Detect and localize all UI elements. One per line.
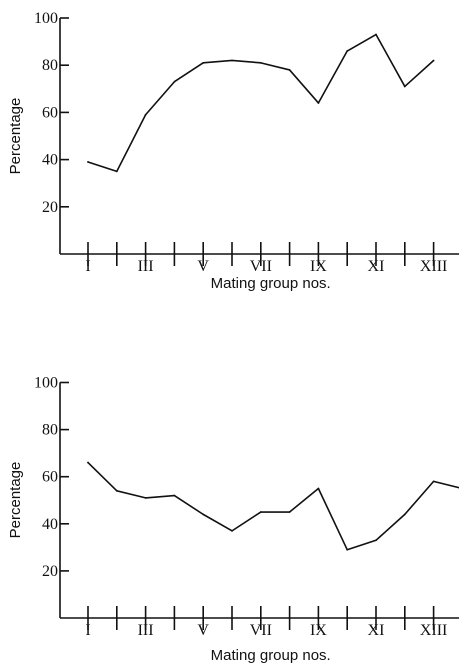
x-axis-label: Mating group nos. xyxy=(211,647,331,664)
series-line xyxy=(87,461,459,551)
data-point xyxy=(173,494,176,497)
data-point xyxy=(202,61,205,64)
data-point xyxy=(346,50,349,52)
y-tick-label: 40 xyxy=(42,516,58,533)
y-tick-label: 80 xyxy=(42,57,58,74)
y-axis-label: Percentage xyxy=(7,98,24,175)
x-tick-label: III xyxy=(138,622,154,639)
data-point xyxy=(259,511,262,513)
x-tick-label: I xyxy=(85,258,90,275)
x-tick-label: III xyxy=(138,258,154,275)
x-tick-label: XI xyxy=(368,622,385,639)
data-point xyxy=(115,489,118,492)
data-point xyxy=(115,170,118,173)
x-tick-label: V xyxy=(197,258,209,275)
data-point xyxy=(403,513,406,516)
data-point xyxy=(87,161,89,163)
data-point xyxy=(231,529,233,532)
x-tick-label: XIII xyxy=(420,258,448,275)
y-tick-label: 100 xyxy=(34,10,58,27)
y-tick-label: 60 xyxy=(42,104,58,121)
y-tick-label: 80 xyxy=(42,422,58,439)
data-point xyxy=(375,33,377,36)
data-point xyxy=(87,461,89,464)
x-tick-label: IX xyxy=(310,622,327,639)
data-point xyxy=(144,113,147,116)
data-point xyxy=(432,59,435,62)
data-point xyxy=(288,511,291,513)
data-point xyxy=(144,496,147,499)
series-line xyxy=(87,33,435,173)
x-tick-label: XIII xyxy=(420,622,448,639)
x-tick-label: V xyxy=(197,622,209,639)
data-point xyxy=(375,539,377,542)
x-tick-label: I xyxy=(85,622,90,639)
data-point xyxy=(432,480,435,483)
data-point xyxy=(317,102,320,104)
y-axis-label: Percentage xyxy=(7,462,24,539)
data-point xyxy=(231,59,233,62)
y-tick-label: 20 xyxy=(42,563,58,580)
data-point xyxy=(403,85,406,88)
x-tick-label: VII xyxy=(250,258,272,275)
data-point xyxy=(259,61,262,64)
data-point xyxy=(346,548,349,551)
y-tick-label: 60 xyxy=(42,469,58,486)
x-axis-label: Mating group nos. xyxy=(211,275,331,292)
y-tick-label: 100 xyxy=(34,375,58,392)
data-point xyxy=(202,513,205,516)
data-point xyxy=(317,487,320,490)
x-tick-label: XI xyxy=(368,258,385,275)
data-point xyxy=(173,80,176,83)
y-tick-label: 40 xyxy=(42,152,58,169)
x-tick-label: IX xyxy=(310,258,327,275)
data-point xyxy=(288,69,291,71)
x-tick-label: VII xyxy=(250,622,272,639)
y-tick-label: 20 xyxy=(42,199,58,216)
